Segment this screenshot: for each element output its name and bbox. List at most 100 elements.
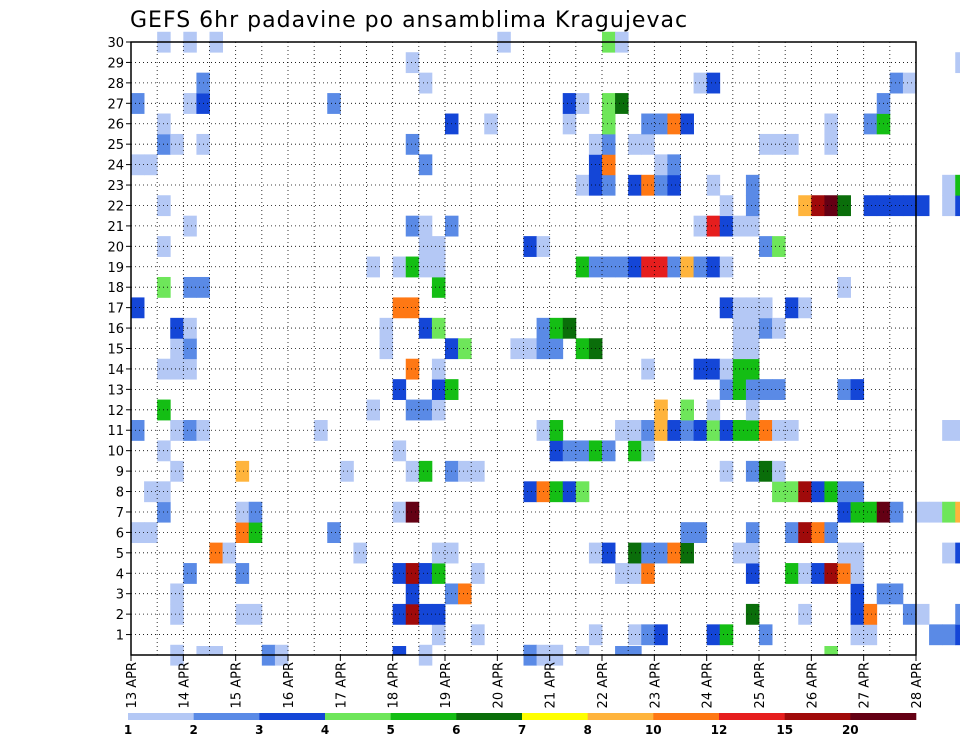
x-tick-label: 23 APR — [648, 662, 663, 708]
heatmap-cell — [706, 174, 721, 196]
heatmap-cell — [745, 215, 760, 237]
heatmap-cell — [602, 542, 616, 564]
heatmap-cell — [183, 420, 197, 441]
heatmap-cell — [654, 420, 668, 441]
heatmap-cell — [824, 646, 838, 655]
heatmap-cell — [431, 399, 446, 421]
y-tick-label: 16 — [107, 322, 124, 337]
y-tick-label: 8 — [116, 486, 124, 501]
heatmap-cell — [418, 154, 433, 176]
heatmap-cell — [523, 481, 537, 503]
x-tick-label: 17 APR — [334, 662, 349, 708]
heatmap-cell — [170, 317, 184, 339]
x-tick-label: 22 APR — [596, 662, 611, 708]
heatmap-cell — [458, 460, 472, 482]
heatmap-cell — [759, 236, 773, 257]
heatmap-cell — [405, 358, 420, 380]
heatmap-cell — [183, 358, 197, 380]
y-tick-label: 28 — [107, 77, 124, 92]
heatmap-cell — [418, 460, 433, 482]
heatmap-cell — [575, 93, 590, 114]
heatmap-cell — [916, 501, 930, 523]
heatmap-cell — [955, 624, 960, 646]
x-tick-label: 27 APR — [858, 662, 873, 708]
heatmap-cell — [942, 195, 956, 217]
heatmap-cell — [942, 174, 956, 196]
heatmap-cell — [431, 379, 446, 400]
heatmap-cell — [667, 256, 681, 278]
heatmap-cell — [209, 646, 223, 655]
heatmap-cell — [615, 93, 629, 114]
colorbar: 1 2 3 4 5 6 7 8 10 12 15 20 — [124, 713, 917, 737]
heatmap-cell — [615, 256, 629, 278]
heatmap-cell — [798, 522, 812, 544]
x-tick-label: 21 APR — [544, 662, 559, 708]
heatmap-cell — [170, 358, 184, 380]
heatmap-cell — [837, 501, 851, 523]
heatmap-cell — [602, 174, 616, 196]
heatmap-cell — [628, 542, 642, 564]
heatmap-cell — [170, 583, 184, 605]
heatmap-cell — [549, 420, 564, 441]
heatmap-cell — [549, 317, 564, 339]
heatmap-cell — [418, 399, 433, 421]
heatmap-cell — [523, 236, 537, 257]
heatmap-cell — [615, 646, 629, 655]
heatmap-cell — [745, 195, 760, 217]
heatmap-cell — [706, 256, 721, 278]
colorbar-swatch — [390, 713, 457, 720]
y-tick-label: 21 — [107, 220, 124, 235]
colorbar-swatch — [850, 713, 917, 720]
heatmap-cell — [759, 297, 773, 319]
colorbar-label: 10 — [645, 723, 662, 737]
heatmap-cell — [131, 297, 145, 319]
heatmap-cell — [602, 113, 616, 135]
heatmap-cell — [418, 603, 433, 625]
heatmap-cell — [183, 93, 197, 114]
heatmap-cell — [745, 460, 760, 482]
heatmap-cell — [183, 317, 197, 339]
heatmap-cell — [379, 338, 394, 360]
heatmap-cell — [327, 93, 341, 114]
y-tick-label: 9 — [116, 465, 124, 480]
heatmap-cell — [484, 113, 498, 135]
heatmap-cell — [392, 646, 407, 655]
heatmap-cell — [942, 501, 956, 523]
heatmap-cell — [379, 317, 394, 339]
heatmap-cell — [654, 624, 668, 646]
heatmap-cell — [575, 646, 590, 655]
heatmap-cell — [719, 256, 734, 278]
x-tick-label: 15 APR — [230, 662, 245, 708]
heatmap-cell — [654, 542, 668, 564]
heatmap-cell — [837, 563, 851, 584]
heatmap-cell — [811, 195, 825, 217]
y-tick-label: 18 — [107, 281, 124, 296]
heatmap-cell — [955, 195, 960, 217]
chart-title: GEFS 6hr padavine po ansamblima Kragujev… — [130, 8, 688, 33]
heatmap-cell — [654, 399, 668, 421]
colorbar-label: 2 — [190, 723, 198, 737]
heatmap-cell — [667, 154, 681, 176]
heatmap-cell — [772, 481, 786, 503]
grid-lines — [131, 42, 916, 655]
heatmap-cell — [575, 481, 590, 503]
heatmap-cell — [955, 52, 960, 74]
heatmap-cell — [850, 624, 865, 646]
heatmap-cell — [693, 256, 708, 278]
heatmap-cell — [955, 542, 960, 564]
heatmap-cell — [562, 317, 577, 339]
y-tick-label: 11 — [107, 424, 124, 439]
heatmap-cell — [628, 563, 642, 584]
y-tick-label: 24 — [107, 159, 124, 174]
heatmap-cell — [602, 440, 616, 462]
heatmap-cell — [863, 501, 878, 523]
heatmap-cell — [628, 440, 642, 462]
heatmap-cell — [955, 174, 960, 196]
y-tick-label: 2 — [116, 608, 124, 623]
y-tick-label: 4 — [116, 567, 124, 582]
heatmap-cell — [706, 420, 721, 441]
colorbar-swatch — [719, 713, 785, 720]
y-tick-label: 12 — [107, 404, 124, 419]
heatmap-cell — [745, 174, 760, 196]
heatmap-cell — [837, 481, 851, 503]
